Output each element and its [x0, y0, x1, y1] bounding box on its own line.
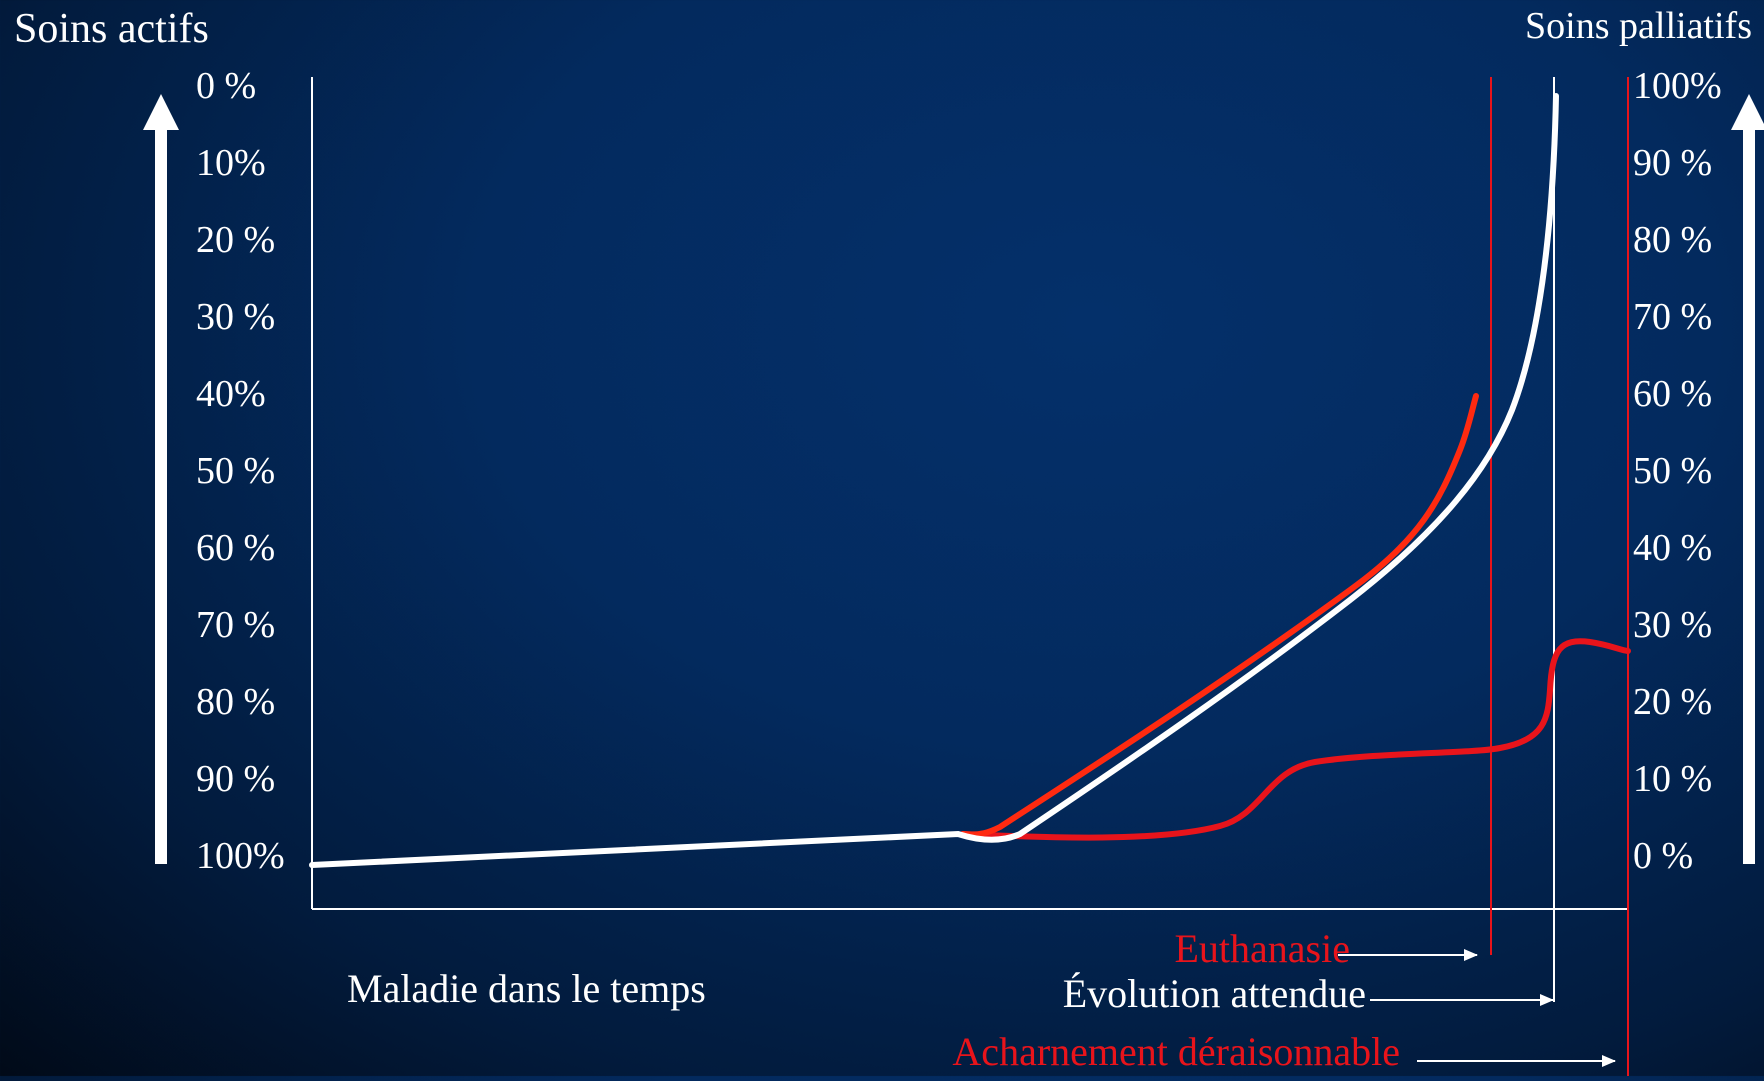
right-axis-tick-label: 40 % [1633, 527, 1712, 569]
right-axis-tick-label: 20 % [1633, 681, 1712, 723]
right-axis-tick-label: 30 % [1633, 604, 1712, 646]
right-axis-tick-label: 70 % [1633, 296, 1712, 338]
title-right: Soins palliatifs [1525, 5, 1752, 47]
right-axis-ticks: 100% 90 % 80 % 70 % 60 % 50 % 40 % 30 % 20 % 10 %… [1633, 65, 1722, 877]
right-axis-tick-label: 60 % [1633, 373, 1712, 415]
right-axis-tick-label: 80 % [1633, 219, 1712, 261]
left-axis-tick-label: 0 % [196, 65, 256, 107]
left-axis-tick-label: 20 % [196, 219, 275, 261]
acharnement-curve [960, 638, 1631, 841]
left-axis-tick-label: 40% [196, 373, 266, 415]
left-axis-tick-label: 80 % [196, 681, 275, 723]
left-axis-tick-label: 10% [196, 142, 266, 184]
euthanasie-curve [960, 393, 1479, 838]
right-up-arrow-icon [1731, 94, 1764, 864]
right-axis-tick-label: 0 % [1633, 835, 1693, 877]
x-axis-label: Maladie dans le temps [347, 966, 706, 1011]
evolution-curve [309, 93, 1559, 868]
euthanasie-label: Euthanasie [1175, 926, 1351, 971]
left-axis-ticks: 0 % 10% 20 % 30 % 40% 50 % 60 % 70 % 80 % 90 % 100… [196, 65, 285, 877]
acharnement-label: Acharnement déraisonnable [952, 1029, 1400, 1074]
right-axis-tick-label: 50 % [1633, 450, 1712, 492]
evolution-label: Évolution attendue [1063, 971, 1366, 1016]
right-axis-tick-label: 90 % [1633, 142, 1712, 184]
left-axis-tick-label: 100% [196, 835, 285, 877]
left-axis-tick-label: 60 % [196, 527, 275, 569]
right-axis-tick-label: 100% [1633, 65, 1722, 107]
left-axis-tick-label: 90 % [196, 758, 275, 800]
left-axis-tick-label: 30 % [196, 296, 275, 338]
left-up-arrow-icon [143, 94, 179, 864]
right-axis-tick-label: 10 % [1633, 758, 1712, 800]
left-axis-tick-label: 50 % [196, 450, 275, 492]
title-left: Soins actifs [14, 6, 209, 52]
left-axis-tick-label: 70 % [196, 604, 275, 646]
